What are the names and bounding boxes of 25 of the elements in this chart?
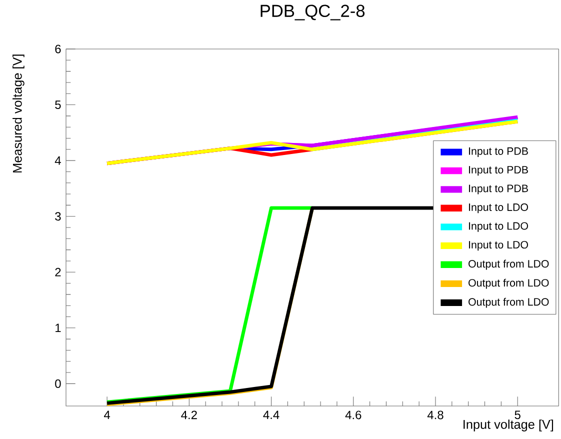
x-tick-label: 4.8 bbox=[427, 410, 444, 420]
chart-title: PDB_QC_2-8 bbox=[260, 4, 365, 20]
y-tick-label: 6 bbox=[55, 44, 61, 54]
y-tick-label: 4 bbox=[54, 156, 61, 165]
legend-label: Output from LDO bbox=[468, 298, 549, 308]
y-tick-label: 2 bbox=[55, 268, 61, 276]
y-tick-label: 3 bbox=[55, 212, 61, 221]
legend-label: Output from LDO bbox=[468, 260, 549, 270]
x-tick-label: 5 bbox=[514, 410, 520, 420]
legend-label: Input to LDO bbox=[469, 222, 528, 232]
x-tick-label: 4.6 bbox=[345, 410, 362, 420]
x-tick-label: 4.2 bbox=[181, 410, 197, 420]
legend-label: Input to PDB bbox=[469, 147, 528, 157]
y-tick-label: 1 bbox=[56, 324, 61, 332]
legend-label: Input to LDO bbox=[469, 240, 528, 251]
x-tick-label: 4 bbox=[104, 410, 110, 419]
legend-label: Input to PDB bbox=[469, 184, 528, 194]
x-axis-title: Input voltage [V] bbox=[464, 420, 554, 432]
y-tick-label: 5 bbox=[55, 100, 61, 109]
y-tick-label: 0 bbox=[55, 379, 61, 388]
legend-label: Input to PDB bbox=[469, 166, 528, 176]
legend-label: Output from LDO bbox=[468, 278, 549, 289]
y-axis-title: Measured voltage [V] bbox=[12, 54, 24, 172]
x-tick-label: 4.4 bbox=[263, 410, 280, 419]
legend-label: Input to LDO bbox=[469, 203, 528, 214]
